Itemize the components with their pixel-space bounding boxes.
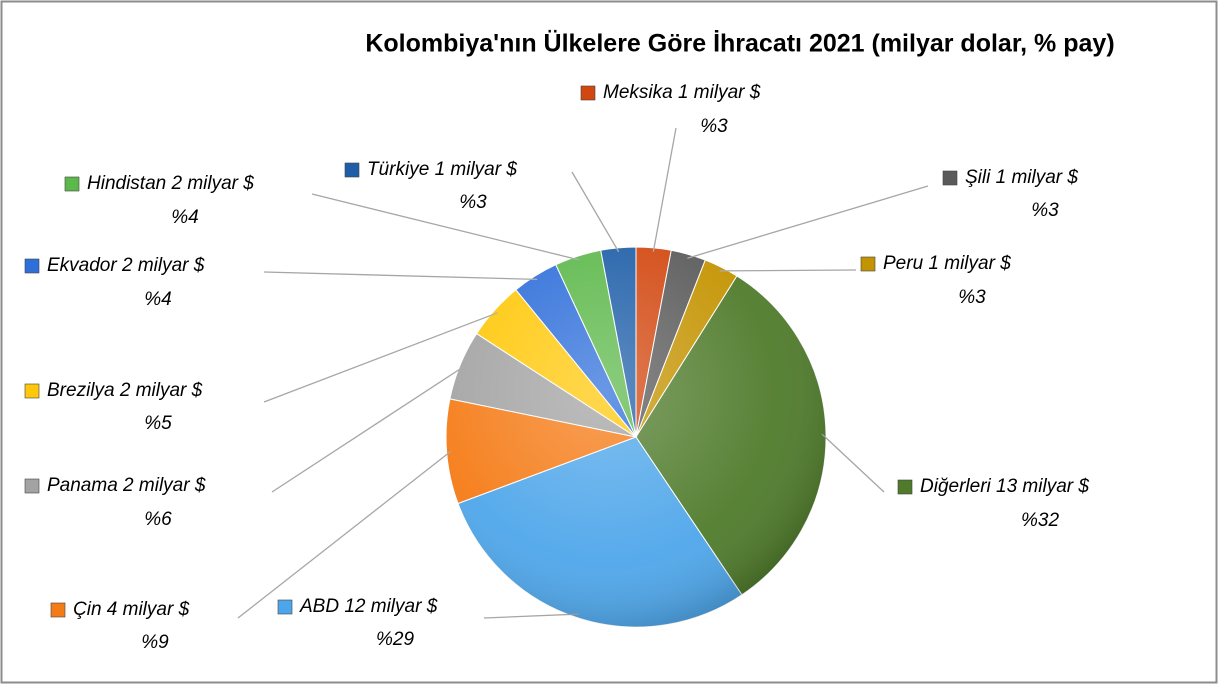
leader-line xyxy=(271,365,465,493)
leader-line xyxy=(821,433,885,493)
legend-swatch xyxy=(64,176,80,192)
leader-line xyxy=(237,450,451,619)
slice-value-label: %3 xyxy=(958,287,986,308)
leader-line xyxy=(571,171,620,253)
slice-value-label: %3 xyxy=(1031,200,1059,221)
legend-swatch xyxy=(24,258,40,274)
slice-label: Peru 1 milyar $ xyxy=(883,253,1011,274)
slice-label: Panama 2 milyar $ xyxy=(47,475,206,496)
slice-label: ABD 12 milyar $ xyxy=(299,596,438,617)
slice-value-label: %4 xyxy=(144,289,171,310)
slice-label: Şili 1 milyar $ xyxy=(965,167,1078,188)
slice-label: Türkiye 1 milyar $ xyxy=(367,159,517,180)
slice-label: Hindistan 2 milyar $ xyxy=(87,173,254,194)
slice-value-label: %32 xyxy=(1021,510,1059,531)
slice-value-label: %3 xyxy=(459,192,487,213)
legend-swatch xyxy=(897,479,913,495)
legend-swatch xyxy=(50,602,66,618)
slice-value-label: %29 xyxy=(376,629,414,650)
legend-swatch xyxy=(942,170,958,186)
legend-swatch xyxy=(860,256,876,272)
slice-value-label: %4 xyxy=(171,207,198,228)
slice-label: Brezilya 2 milyar $ xyxy=(47,380,203,401)
slice-value-label: %6 xyxy=(144,509,172,530)
legend-swatch xyxy=(344,162,360,178)
slice-label: Çin 4 milyar $ xyxy=(73,599,190,620)
slice-value-label: %5 xyxy=(144,413,172,434)
slice-value-label: %9 xyxy=(141,632,169,653)
legend-swatch xyxy=(24,478,40,494)
legend-swatch xyxy=(580,85,596,101)
leader-line xyxy=(687,185,929,259)
slice-value-label: %3 xyxy=(700,116,728,137)
slice-label: Ekvador 2 milyar $ xyxy=(47,255,205,276)
leader-line xyxy=(719,269,857,272)
leader-line xyxy=(652,127,677,252)
legend-swatch xyxy=(24,383,40,399)
legend-swatch xyxy=(277,599,293,615)
slice-label: Diğerleri 13 milyar $ xyxy=(920,476,1089,497)
chart-title: Kolombiya'nın Ülkelere Göre İhracatı 202… xyxy=(365,29,1114,58)
slice-label: Meksika 1 milyar $ xyxy=(603,82,761,103)
